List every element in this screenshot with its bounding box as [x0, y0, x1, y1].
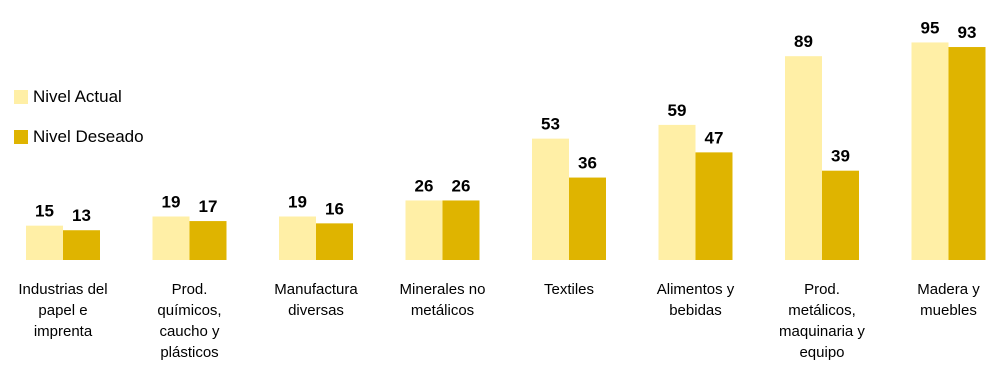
category-label-line: metálicos [411, 302, 474, 319]
category-label: Minerales no metálicos [400, 281, 486, 319]
data-label-nivel-deseado: 39 [831, 147, 850, 166]
data-label-nivel-actual: 59 [668, 101, 687, 120]
category-label-line: metálicos, [788, 302, 856, 319]
category-label-line: equipo [799, 344, 844, 361]
category-label-line: químicos, [157, 302, 221, 319]
category-label-line: plásticos [160, 344, 218, 361]
bar-nivel-actual [911, 42, 949, 261]
category-label: Prod. químicos, caucho y plásticos [157, 281, 221, 361]
category-label-line: bebidas [669, 302, 722, 319]
data-label-nivel-actual: 19 [288, 192, 307, 211]
data-label-nivel-actual: 89 [794, 32, 813, 51]
bar-nivel-actual [658, 124, 696, 260]
category-label-line: Industrias del [18, 281, 107, 298]
legend-swatch-nivel-deseado [14, 129, 28, 144]
data-label-nivel-actual: 15 [35, 202, 54, 221]
category-label-line: Textiles [544, 281, 594, 298]
category-label-line: Prod. [172, 281, 208, 298]
legend-item-nivel-actual: Nivel Actual [14, 86, 144, 107]
bar-nivel-deseado [822, 170, 859, 260]
category-label-line: Manufactura [274, 281, 358, 298]
legend: Nivel Actual Nivel Deseado [14, 86, 144, 166]
data-label-nivel-deseado: 17 [199, 197, 218, 216]
legend-label-nivel-deseado: Nivel Deseado [33, 126, 144, 146]
data-label-nivel-deseado: 93 [958, 23, 977, 42]
data-label-nivel-actual: 26 [415, 176, 434, 195]
bar-nivel-actual [26, 225, 63, 260]
data-label-nivel-deseado: 16 [325, 199, 344, 218]
category-label: Manufactura diversas [274, 281, 358, 319]
data-label-nivel-actual: 53 [541, 115, 560, 134]
legend-item-nivel-deseado: Nivel Deseado [14, 126, 144, 147]
bar-nivel-deseado [316, 223, 353, 260]
data-label-nivel-deseado: 26 [452, 176, 471, 195]
data-label-nivel-deseado: 36 [578, 154, 597, 173]
bar-nivel-deseado [569, 177, 606, 260]
data-label-nivel-deseado: 13 [72, 206, 91, 225]
category-label-line: diversas [288, 302, 344, 319]
bar-nivel-deseado [189, 221, 227, 260]
category-label-line: maquinaria y [779, 323, 865, 340]
bar-nivel-deseado [63, 230, 100, 260]
category-label-line: Minerales no [400, 281, 486, 298]
legend-label-nivel-actual: Nivel Actual [33, 86, 122, 106]
category-label-line: Alimentos y [657, 281, 735, 298]
category-label: Industrias del papel e imprenta [18, 281, 107, 340]
data-label-nivel-actual: 95 [921, 18, 940, 37]
data-label-nivel-deseado: 47 [705, 128, 724, 147]
category-label: Alimentos y bebidas [657, 281, 735, 319]
bar-nivel-actual [152, 216, 190, 260]
data-label-nivel-actual: 19 [162, 192, 181, 211]
bar-nivel-actual [785, 56, 822, 260]
category-label: Textiles [544, 281, 594, 298]
bar-nivel-actual [405, 200, 443, 260]
category-label: Madera y muebles [917, 281, 980, 319]
bar-nivel-actual [279, 216, 316, 260]
category-label-line: papel e [38, 302, 87, 319]
bar-nivel-deseado [695, 152, 733, 260]
category-label-line: caucho y [159, 323, 220, 340]
category-label: Prod. metálicos, maquinaria y equipo [779, 281, 865, 361]
bar-nivel-deseado [948, 47, 986, 260]
category-label-line: imprenta [34, 323, 93, 340]
category-label-line: muebles [920, 302, 977, 319]
bar-nivel-actual [532, 138, 569, 260]
bar-nivel-deseado [442, 200, 480, 260]
category-label-line: Madera y [917, 281, 980, 298]
legend-swatch-nivel-actual [14, 89, 28, 104]
category-label-line: Prod. [804, 281, 840, 298]
